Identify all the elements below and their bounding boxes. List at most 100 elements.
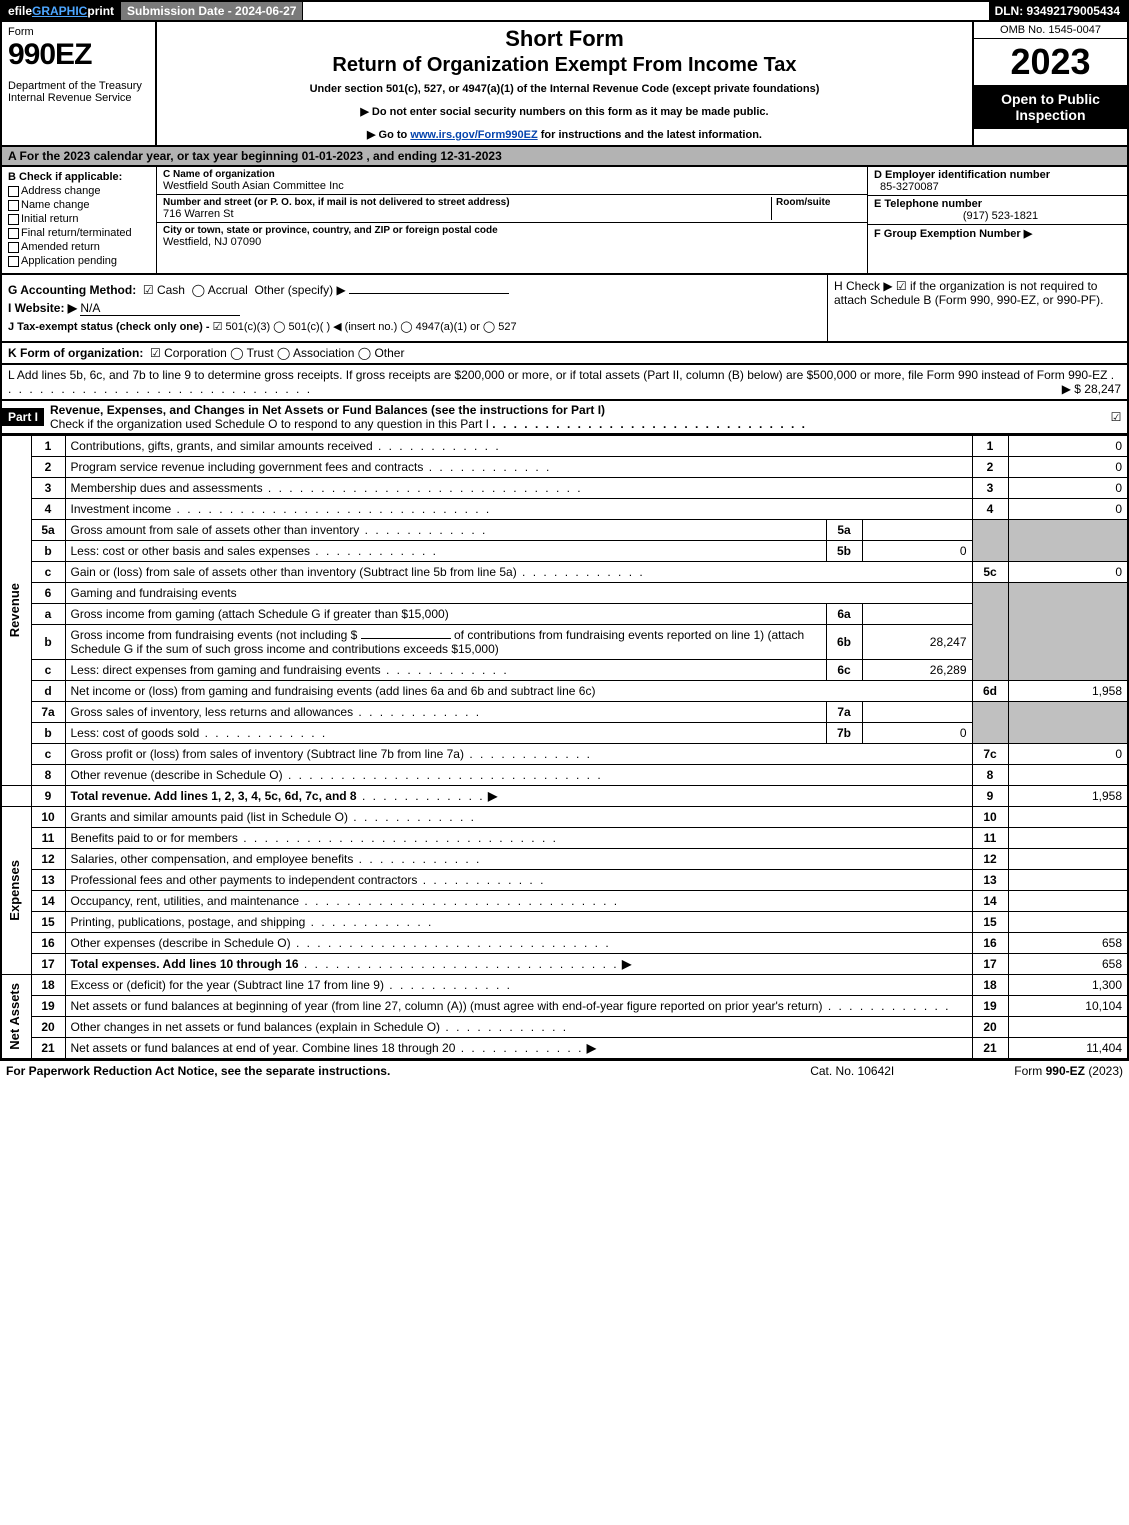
group-exemption-label: F Group Exemption Number ▶ [874, 228, 1032, 240]
room-label: Room/suite [776, 197, 861, 208]
footer-right: Form 990-EZ (2023) [1014, 1064, 1123, 1078]
phone-label: E Telephone number [874, 198, 1121, 210]
line-5a: 5a Gross amount from sale of assets othe… [1, 520, 1128, 541]
line-1: Revenue 1 Contributions, gifts, grants, … [1, 436, 1128, 457]
goto-post: for instructions and the latest informat… [541, 129, 762, 141]
open-to-public: Open to Public Inspection [974, 85, 1127, 129]
form-number: 990EZ [8, 38, 149, 72]
j-line: J Tax-exempt status (check only one) - ☑… [8, 320, 821, 333]
chk-name-change[interactable]: Name change [8, 199, 150, 211]
col-b: B Check if applicable: Address change Na… [2, 167, 157, 273]
6b-contrib-input[interactable] [361, 638, 451, 639]
ein-value: 85-3270087 [880, 181, 1121, 193]
line-21: 21 Net assets or fund balances at end of… [1, 1038, 1128, 1060]
line-12: 12 Salaries, other compensation, and emp… [1, 849, 1128, 870]
g-line: G Accounting Method: ☑ Cash ◯ Accrual Ot… [8, 283, 821, 297]
efile-prefix: efile [8, 4, 32, 18]
line-16: 16 Other expenses (describe in Schedule … [1, 933, 1128, 954]
ein-row: D Employer identification number 85-3270… [868, 167, 1127, 196]
efile-graphic-link[interactable]: GRAPHIC [32, 4, 87, 18]
g-other-input[interactable] [349, 293, 509, 294]
dots [492, 417, 807, 431]
chk-initial-return[interactable]: Initial return [8, 213, 150, 225]
part1-header: Part I Revenue, Expenses, and Changes in… [0, 401, 1129, 435]
line-3: 3 Membership dues and assessments 3 0 [1, 478, 1128, 499]
line-14: 14 Occupancy, rent, utilities, and maint… [1, 891, 1128, 912]
line-4: 4 Investment income 4 0 [1, 499, 1128, 520]
title-short-form: Short Form [165, 26, 964, 52]
line-11: 11 Benefits paid to or for members 11 [1, 828, 1128, 849]
line-10: Expenses 10 Grants and similar amounts p… [1, 807, 1128, 828]
l-text: L Add lines 5b, 6c, and 7b to line 9 to … [8, 368, 1107, 382]
line-8: 8 Other revenue (describe in Schedule O)… [1, 765, 1128, 786]
line-20: 20 Other changes in net assets or fund b… [1, 1017, 1128, 1038]
g-accrual: Accrual [208, 283, 248, 297]
header-right: OMB No. 1545-0047 2023 Open to Public In… [972, 22, 1127, 145]
website-value: N/A [80, 301, 240, 316]
line-7a: 7a Gross sales of inventory, less return… [1, 702, 1128, 723]
col-c: C Name of organization Westfield South A… [157, 167, 867, 273]
line-6b: b Gross income from fundraising events (… [1, 625, 1128, 660]
goto-note: ▶ Go to www.irs.gov/Form990EZ for instru… [165, 128, 964, 141]
g-other: Other (specify) ▶ [254, 283, 345, 297]
form-label: Form [8, 26, 149, 38]
street-label: Number and street (or P. O. box, if mail… [163, 197, 771, 208]
expenses-side: Expenses [1, 807, 31, 975]
org-name-row: C Name of organization Westfield South A… [157, 167, 867, 195]
footer-left: For Paperwork Reduction Act Notice, see … [6, 1064, 810, 1078]
part1-check-text: Check if the organization used Schedule … [50, 417, 489, 431]
j-label: J Tax-exempt status (check only one) - [8, 321, 213, 333]
efile-cell: efile GRAPHIC print [2, 2, 121, 20]
chk-final-return[interactable]: Final return/terminated [8, 227, 150, 239]
line-18: Net Assets 18 Excess or (deficit) for th… [1, 975, 1128, 996]
ghij-left: G Accounting Method: ☑ Cash ◯ Accrual Ot… [2, 275, 827, 341]
lines-table: Revenue 1 Contributions, gifts, grants, … [0, 435, 1129, 1060]
header-center: Short Form Return of Organization Exempt… [157, 22, 972, 145]
line-6c: c Less: direct expenses from gaming and … [1, 660, 1128, 681]
j-options: ☑ 501(c)(3) ◯ 501(c)( ) ◀ (insert no.) ◯… [213, 321, 517, 333]
org-name-label: C Name of organization [163, 169, 861, 180]
ein-label: D Employer identification number [874, 169, 1121, 181]
netassets-side: Net Assets [1, 975, 31, 1060]
dln: DLN: 93492179005434 [989, 2, 1127, 20]
department: Department of the Treasury Internal Reve… [8, 80, 149, 104]
chk-address-change[interactable]: Address change [8, 185, 150, 197]
line-13: 13 Professional fees and other payments … [1, 870, 1128, 891]
line-15: 15 Printing, publications, postage, and … [1, 912, 1128, 933]
identity-block: B Check if applicable: Address change Na… [0, 167, 1129, 275]
top-bar: efile GRAPHIC print Submission Date - 20… [0, 0, 1129, 22]
irs-link[interactable]: www.irs.gov/Form990EZ [410, 129, 537, 141]
row-l: L Add lines 5b, 6c, and 7b to line 9 to … [0, 365, 1129, 401]
city-label: City or town, state or province, country… [163, 225, 861, 236]
goto-pre: ▶ Go to [367, 129, 410, 141]
line-5b: b Less: cost or other basis and sales ex… [1, 541, 1128, 562]
street-row: Number and street (or P. O. box, if mail… [157, 195, 867, 223]
col-def: D Employer identification number 85-3270… [867, 167, 1127, 273]
group-exemption-row: F Group Exemption Number ▶ [868, 225, 1127, 273]
footer-cat: Cat. No. 10642I [810, 1064, 894, 1078]
submission-date: Submission Date - 2024-06-27 [121, 2, 303, 20]
line-19: 19 Net assets or fund balances at beginn… [1, 996, 1128, 1017]
phone-row: E Telephone number (917) 523-1821 [868, 196, 1127, 225]
chk-amended-return[interactable]: Amended return [8, 241, 150, 253]
line-6: 6 Gaming and fundraising events [1, 583, 1128, 604]
part1-checkbox[interactable]: ☑ [1105, 410, 1127, 424]
l-amount: ▶ $ 28,247 [1062, 382, 1121, 396]
i-line: I Website: ▶ N/A [8, 301, 821, 316]
ghij-block: G Accounting Method: ☑ Cash ◯ Accrual Ot… [0, 275, 1129, 343]
line-9: 9 Total revenue. Add lines 1, 2, 3, 4, 5… [1, 786, 1128, 807]
page-footer: For Paperwork Reduction Act Notice, see … [0, 1060, 1129, 1081]
chk-application-pending[interactable]: Application pending [8, 255, 150, 267]
revenue-side: Revenue [1, 436, 31, 786]
form-header: Form 990EZ Department of the Treasury In… [0, 22, 1129, 147]
h-box: H Check ▶ ☑ if the organization is not r… [827, 275, 1127, 341]
line-7b: b Less: cost of goods sold 7b 0 [1, 723, 1128, 744]
g-label: G Accounting Method: [8, 283, 136, 297]
city: Westfield, NJ 07090 [163, 236, 861, 248]
line-17: 17 Total expenses. Add lines 10 through … [1, 954, 1128, 975]
part1-label: Part I [2, 408, 44, 426]
header-left: Form 990EZ Department of the Treasury In… [2, 22, 157, 145]
title-return: Return of Organization Exempt From Incom… [165, 54, 964, 77]
h-text: H Check ▶ ☑ if the organization is not r… [834, 279, 1121, 307]
row-a-tax-year: A For the 2023 calendar year, or tax yea… [0, 147, 1129, 167]
